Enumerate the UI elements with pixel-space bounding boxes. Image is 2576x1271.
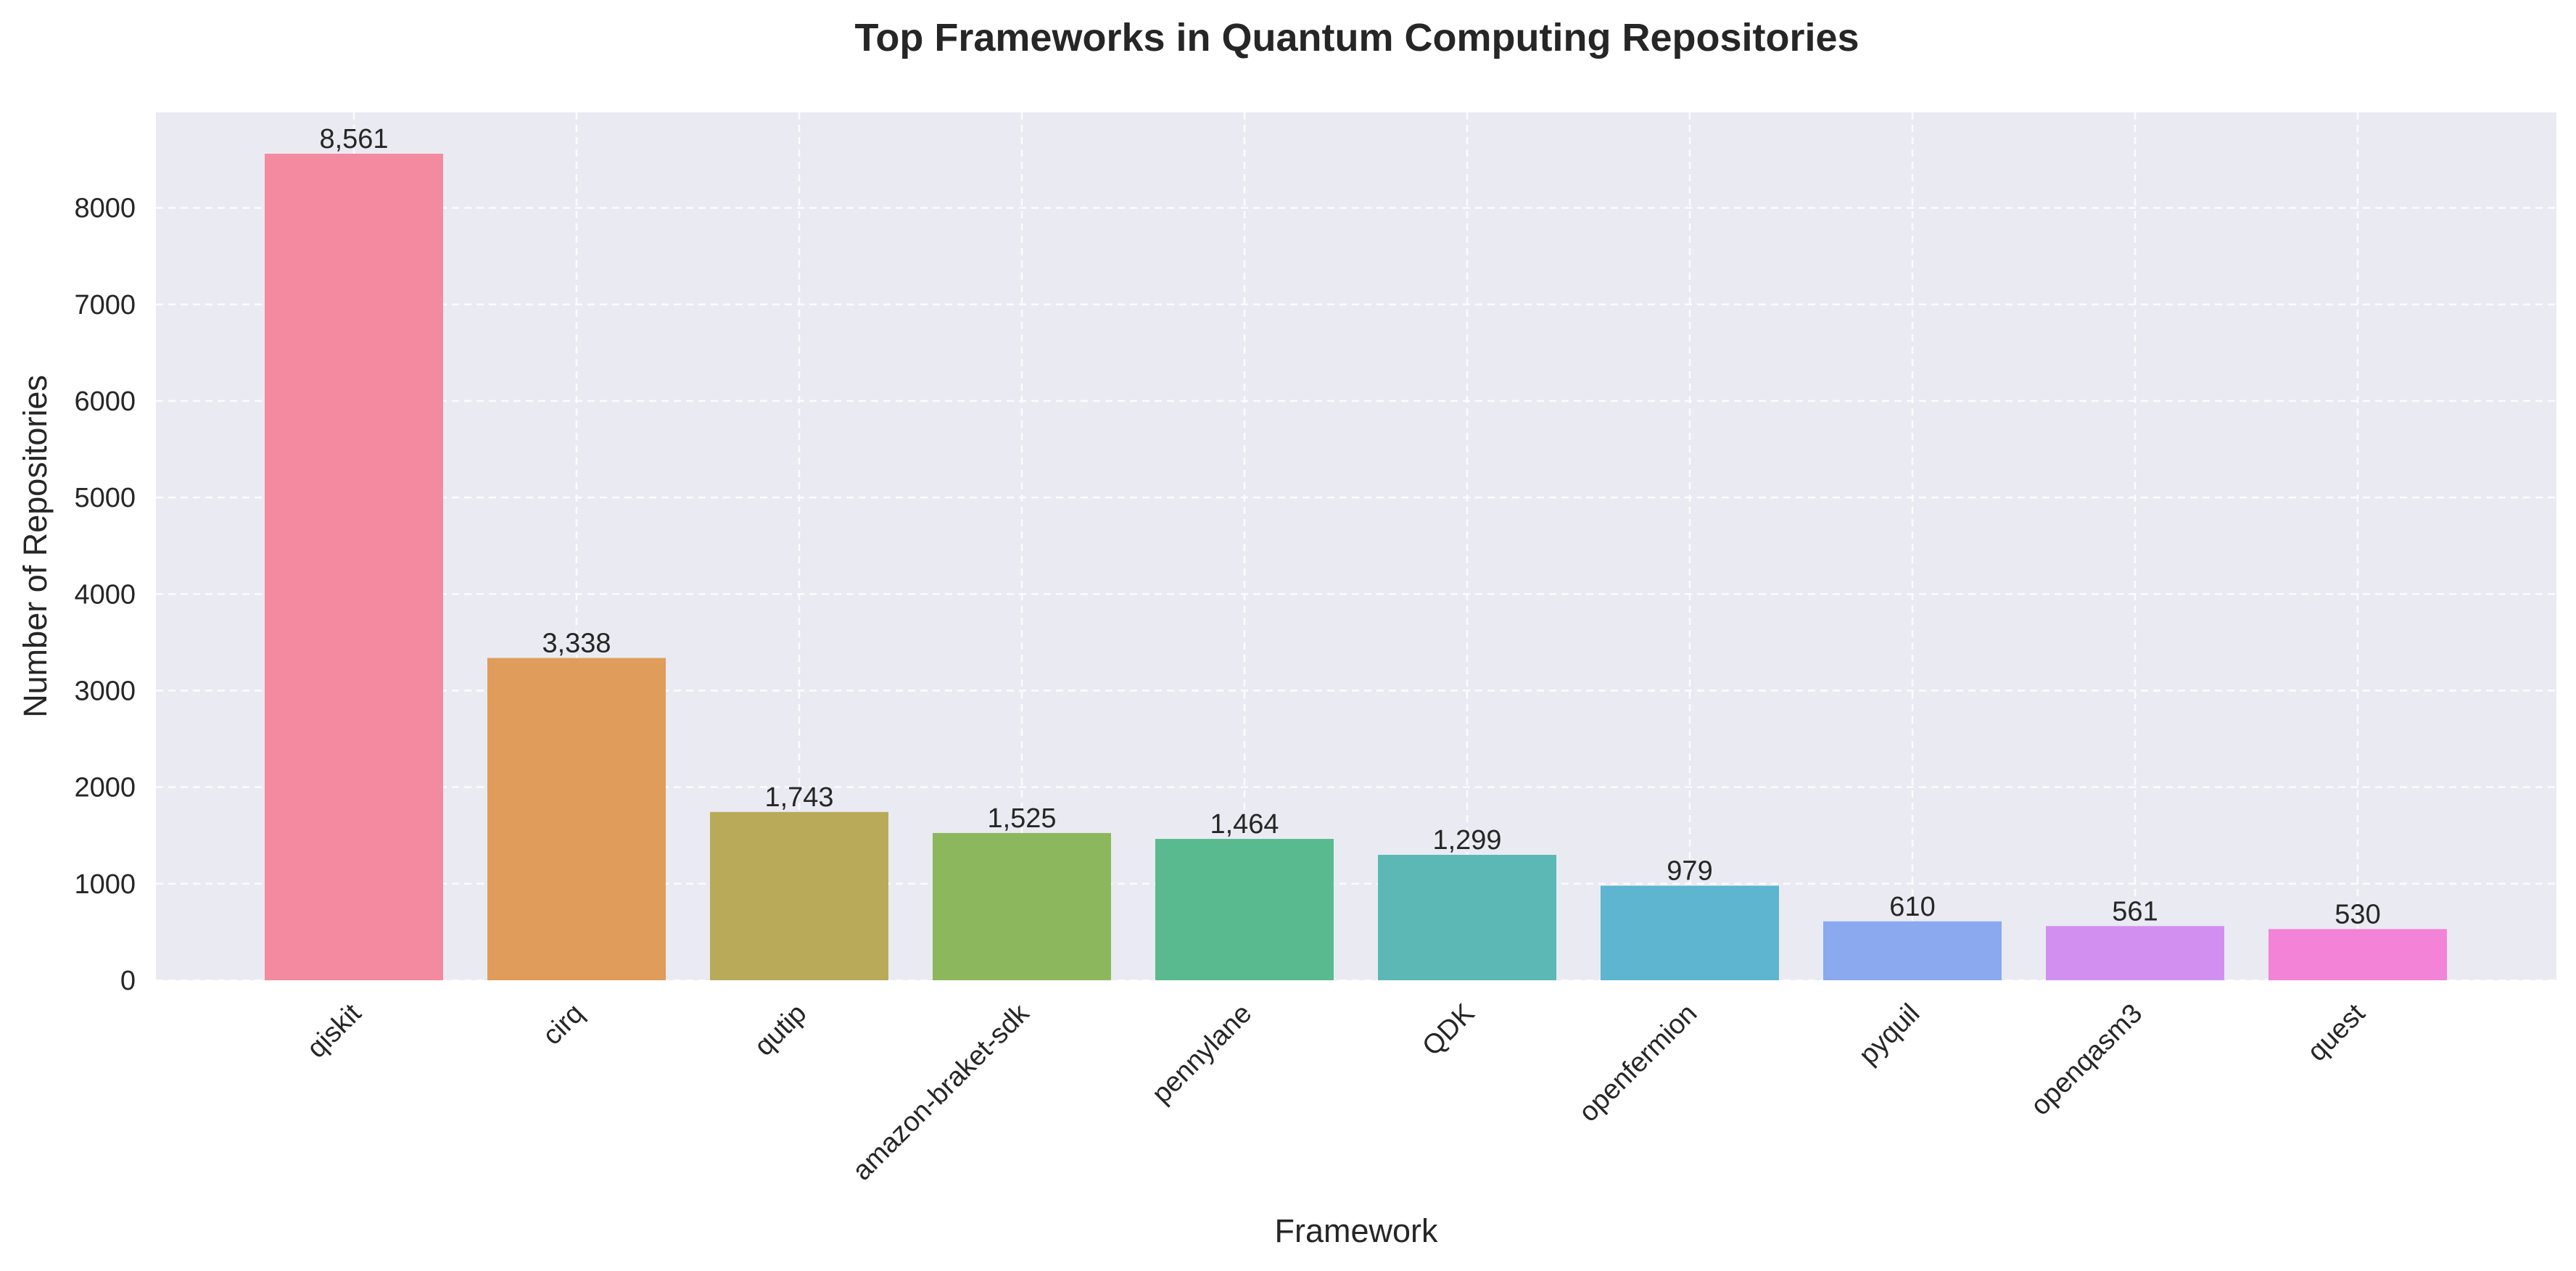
bar-quest: [2269, 929, 2447, 980]
y-tick-label-3000: 3000: [74, 676, 136, 707]
x-axis-label: Framework: [1274, 1212, 1438, 1249]
bar-amazon-braket-sdk: [933, 832, 1111, 980]
y-tick-label-6000: 6000: [74, 386, 136, 417]
value-label-pyquil: 610: [1889, 892, 1935, 922]
bar-QDK: [1378, 855, 1556, 980]
value-label-openfermion: 979: [1667, 856, 1712, 887]
y-tick-label-5000: 5000: [74, 483, 136, 513]
y-axis-ticks: 0 1000 2000 3000 4000 5000 6000 7000 8000: [74, 194, 136, 996]
value-label-qutip: 1,743: [764, 782, 833, 813]
bar-cirq: [487, 658, 666, 980]
value-label-qiskit: 8,561: [319, 124, 388, 154]
y-tick-label-0: 0: [120, 966, 136, 996]
bar-openqasm3: [2046, 926, 2224, 980]
y-tick-label-4000: 4000: [74, 579, 136, 610]
value-label-QDK: 1,299: [1432, 825, 1501, 856]
value-labels: 8,561 3,338 1,743 1,525 1,464 1,299 979 610 561 5…: [319, 124, 2380, 930]
grid-lines: [156, 112, 2556, 982]
y-tick-label-2000: 2000: [74, 773, 136, 803]
bar-qutip: [710, 811, 888, 980]
value-label-cirq: 3,338: [542, 629, 611, 659]
y-tick-label-8000: 8000: [74, 194, 136, 224]
value-label-pennylane: 1,464: [1210, 809, 1279, 840]
y-tick-label-7000: 7000: [74, 290, 136, 320]
chart-title: Top Frameworks in Quantum Computing Repo…: [854, 16, 1859, 59]
value-label-openqasm3: 561: [2112, 896, 2158, 927]
bar-openfermion: [1601, 885, 1779, 980]
bar-qiskit: [265, 153, 443, 980]
bar-pyquil: [1823, 921, 2002, 980]
value-label-amazon-braket-sdk: 1,525: [987, 803, 1056, 834]
bar-pennylane: [1155, 839, 1334, 980]
y-axis-label: Number of Repositories: [17, 375, 54, 718]
bars: [265, 153, 2447, 980]
value-label-quest: 530: [2334, 899, 2380, 930]
y-tick-label-1000: 1000: [74, 869, 136, 900]
